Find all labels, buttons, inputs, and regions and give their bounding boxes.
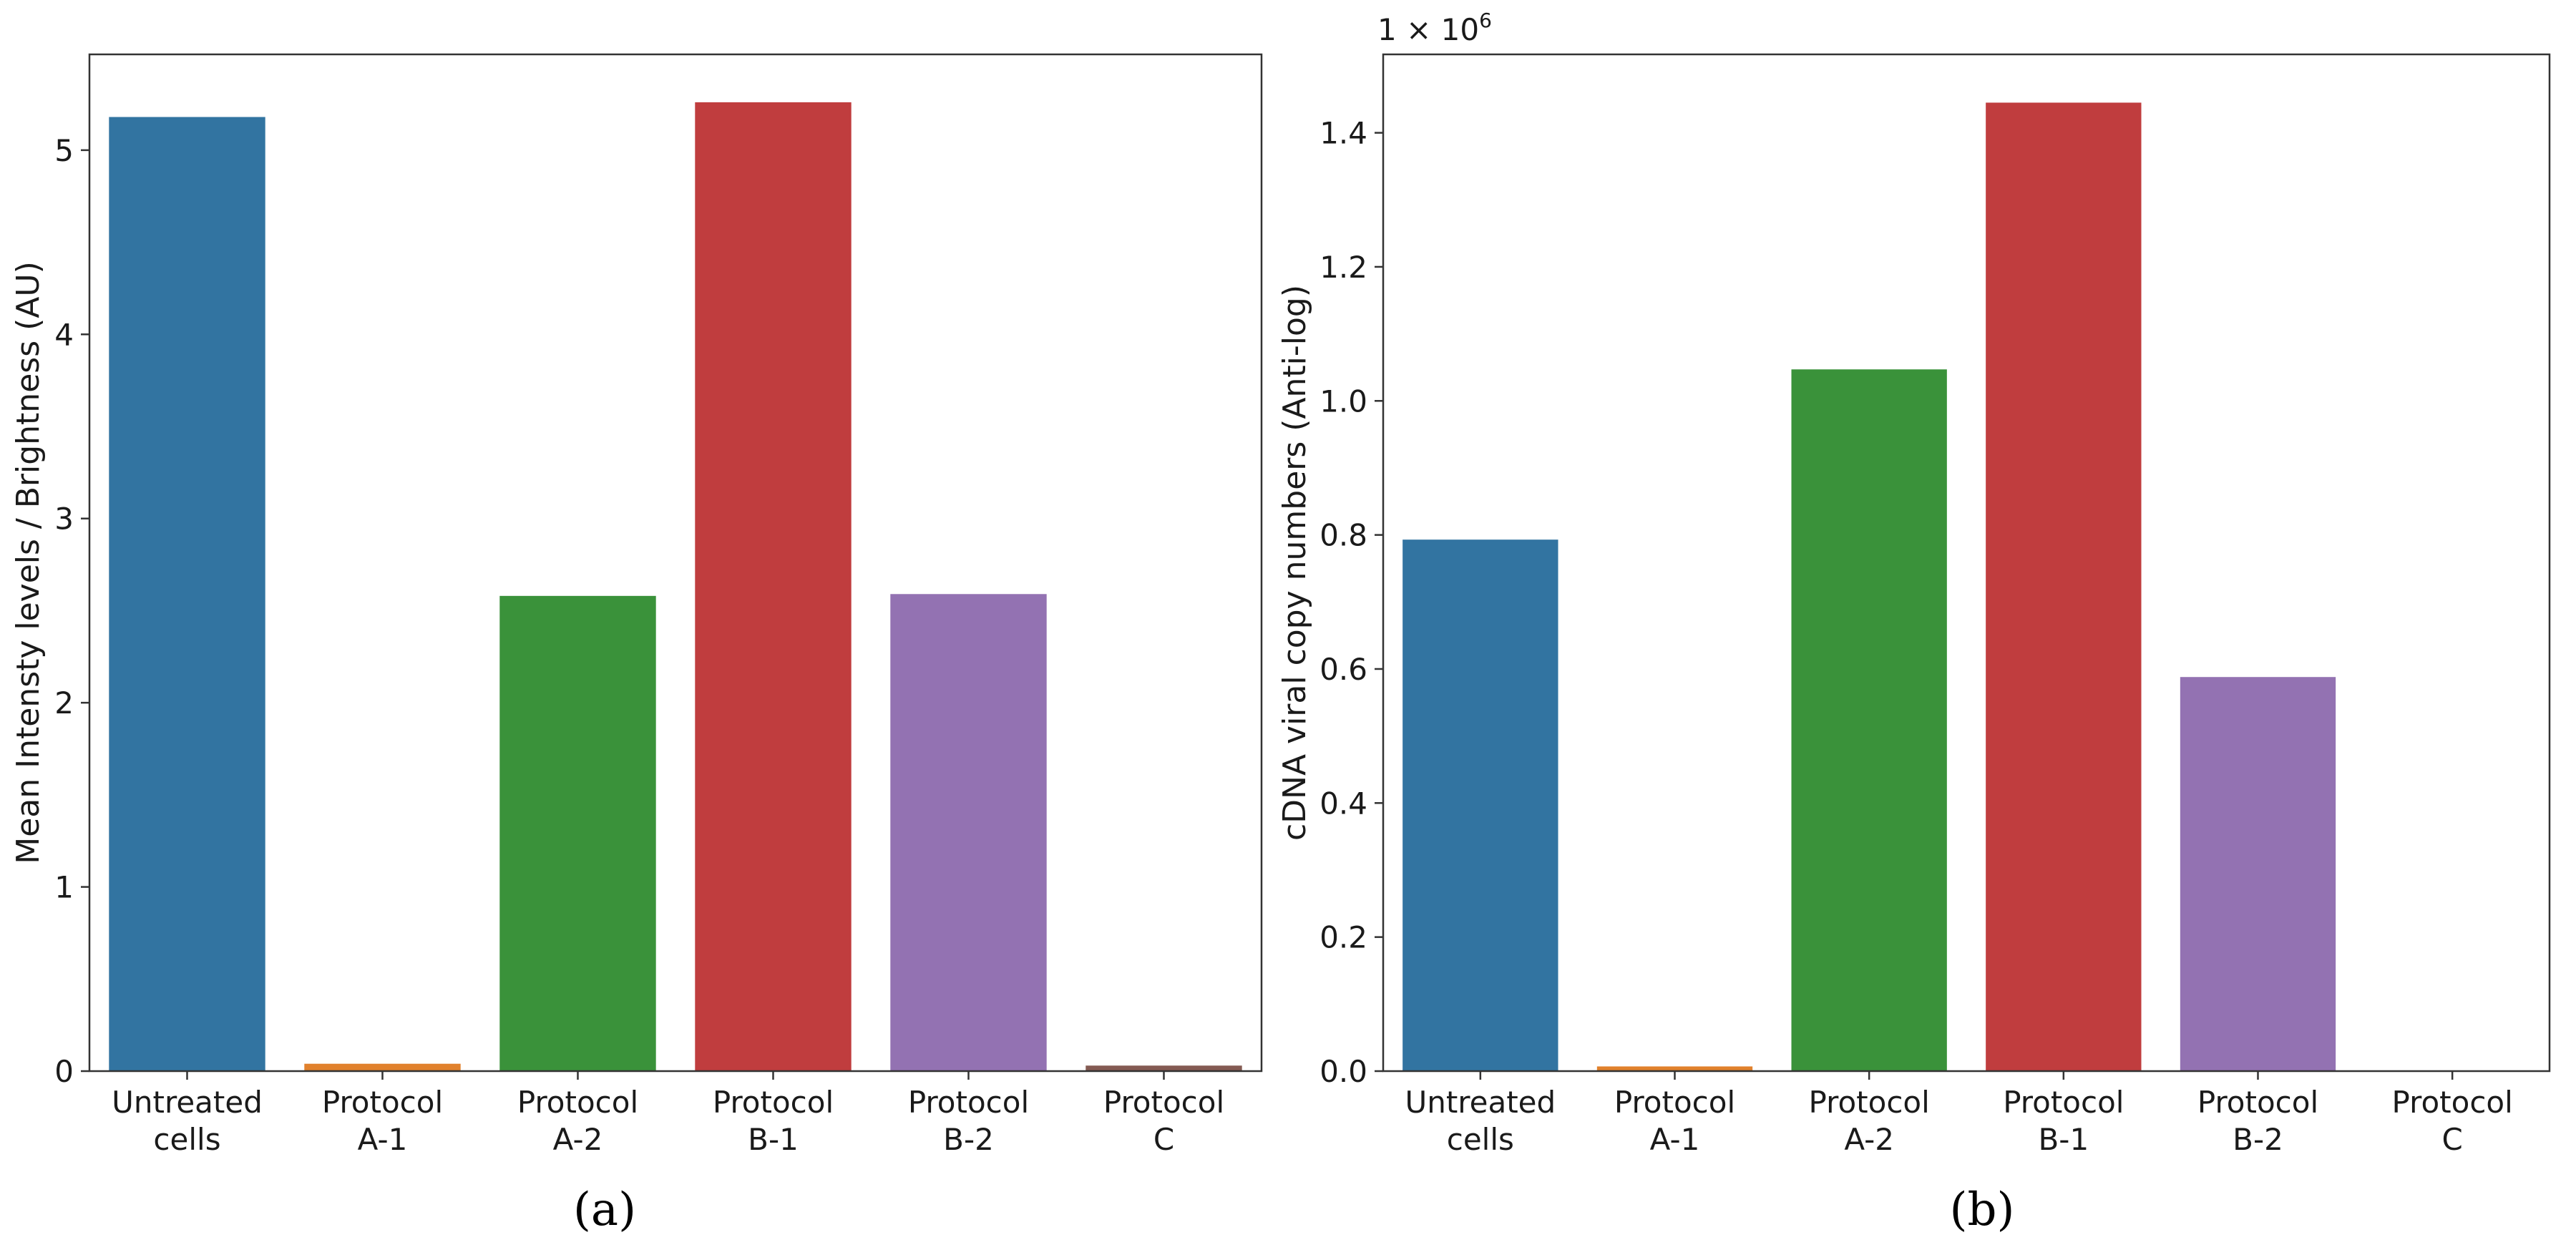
x-tick-label-b-3: Protocol B-1 <box>2003 1085 2124 1157</box>
x-tick-label-a-0: Untreated cells <box>112 1085 263 1157</box>
y-tick-label-b-3: 0.6 <box>1319 652 1367 687</box>
bar-a-4 <box>695 102 852 1071</box>
y-tick-label-a-3: 3 <box>54 502 74 537</box>
bar-a-1 <box>109 117 265 1071</box>
bar-a-3 <box>499 595 656 1071</box>
x-tick-label-b-2: Protocol A-2 <box>1809 1085 1930 1157</box>
bar-b-4 <box>1986 102 2142 1072</box>
bar-b-5 <box>2180 677 2336 1071</box>
x-tick-label-b-0: Untreated cells <box>1405 1085 1556 1157</box>
axis-scale-label-b: 1 × 106 <box>1377 9 1492 47</box>
plot-frame-b <box>1382 53 2551 1073</box>
x-tick-label-a-3: Protocol B-1 <box>713 1085 834 1157</box>
x-tick-label-b-4: Protocol B-2 <box>2197 1085 2318 1157</box>
y-tick-label-b-6: 1.2 <box>1319 250 1367 285</box>
y-tick-label-b-5: 1.0 <box>1319 384 1367 419</box>
bar-b-3 <box>1791 369 1947 1071</box>
x-tick-label-a-5: Protocol C <box>1103 1085 1224 1157</box>
chart-panel-a: 0 1 2 3 4 5 Untreated cells Protocol A-1 Protocol A… <box>10 53 1263 1157</box>
y-tick-label-b-7: 1.4 <box>1319 116 1367 151</box>
y-tick-label-a-1: 1 <box>54 870 74 905</box>
y-tick-label-a-4: 4 <box>54 317 74 352</box>
bar-b-1 <box>1402 539 1558 1071</box>
x-tick-label-a-2: Protocol A-2 <box>517 1085 638 1157</box>
y-axis-label-b: cDNA viral copy numbers (Anti-log) <box>1277 285 1313 841</box>
bar-a-6 <box>1085 1065 1242 1071</box>
bar-a-5 <box>890 594 1047 1071</box>
chart-panel-b: 0.0 0.2 0.4 0.6 0.8 1.0 1.2 1.4 Untreated cells Pr… <box>1277 9 2551 1157</box>
x-tick-label-b-5: Protocol C <box>2392 1085 2513 1157</box>
y-tick-label-b-0: 0.0 <box>1319 1054 1367 1089</box>
panel-label-b: (b) <box>1950 1183 2015 1236</box>
y-tick-label-b-2: 0.4 <box>1319 786 1367 821</box>
y-tick-label-b-1: 0.2 <box>1319 920 1367 955</box>
bar-b-2 <box>1596 1066 1753 1071</box>
y-tick-label-a-0: 0 <box>54 1054 74 1089</box>
x-tick-label-a-4: Protocol B-2 <box>908 1085 1029 1157</box>
bar-a-2 <box>304 1063 461 1071</box>
y-axis-label-a: Mean Intensty levels / Brightness (AU) <box>10 261 47 864</box>
y-tick-label-a-5: 5 <box>54 133 74 168</box>
x-tick-label-a-1: Protocol A-1 <box>322 1085 443 1157</box>
panel-label-a: (a) <box>573 1183 636 1236</box>
y-tick-label-a-2: 2 <box>54 685 74 721</box>
x-tick-label-b-1: Protocol A-1 <box>1614 1085 1735 1157</box>
plot-frame-a <box>88 53 1263 1073</box>
y-tick-label-b-4: 0.8 <box>1319 518 1367 553</box>
